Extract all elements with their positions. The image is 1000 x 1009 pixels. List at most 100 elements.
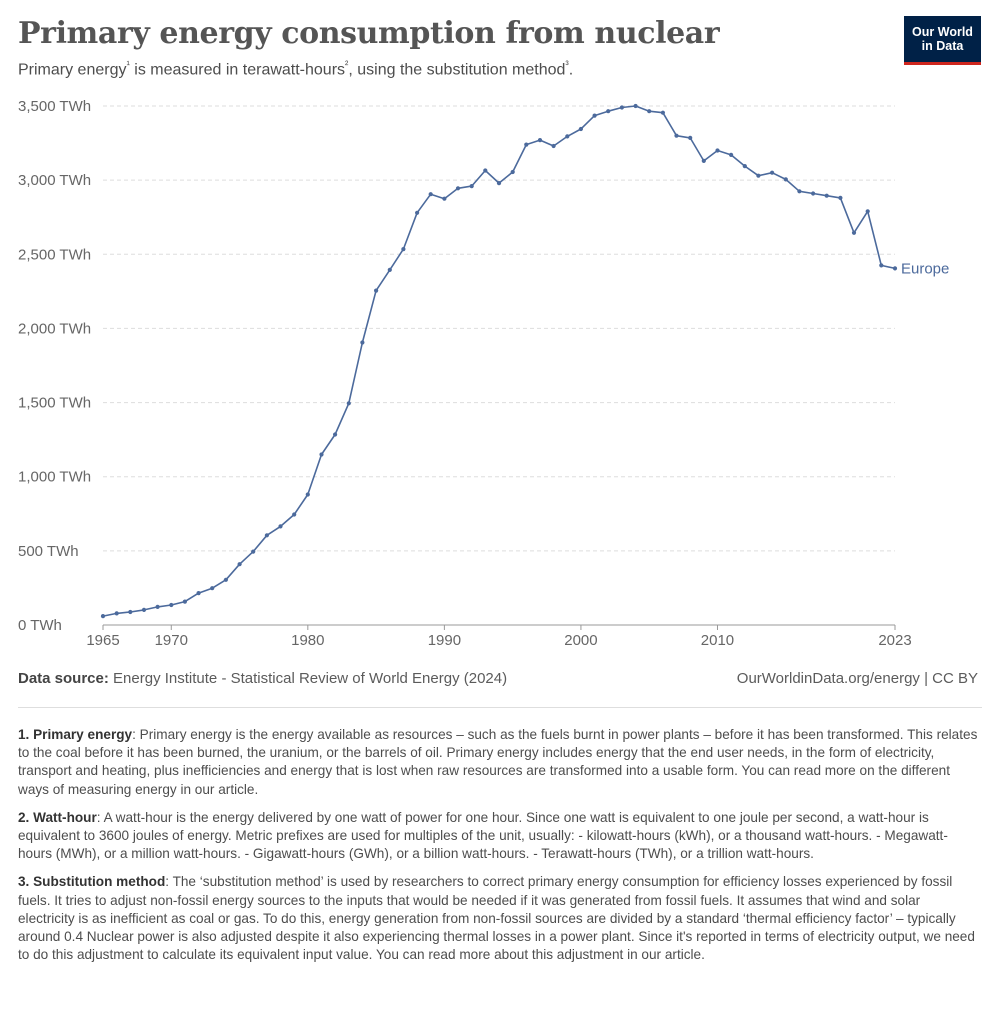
footnote-2-text: : A watt-hour is the energy delivered by… — [18, 809, 948, 862]
footnote-3-text: : The ‘substitution method’ is used by r… — [18, 874, 975, 963]
data-point — [770, 170, 775, 175]
data-point — [892, 266, 898, 271]
data-point — [210, 586, 215, 591]
data-point — [442, 196, 447, 201]
data-point — [824, 193, 829, 198]
source-text[interactable]: Energy Institute - Statistical Review of… — [113, 670, 508, 687]
series-layer: Europe — [100, 103, 949, 619]
data-point — [865, 209, 870, 214]
data-point — [374, 288, 379, 293]
y-tick-label: 1,500 TWh — [18, 395, 91, 412]
data-point — [688, 135, 693, 140]
data-point — [633, 103, 638, 109]
owid-logo[interactable]: Our World in Data — [904, 16, 981, 65]
footnote-1: 1. Primary energy: Primary energy is the… — [18, 726, 978, 799]
data-point — [783, 177, 788, 182]
y-tick-label: 2,000 TWh — [18, 320, 91, 337]
footnote-ref-3[interactable]: ³ — [565, 60, 569, 71]
series-label: Europe — [901, 260, 949, 277]
x-tick-label: 2010 — [701, 632, 734, 649]
data-point — [114, 611, 119, 616]
data-point — [428, 192, 433, 197]
divider — [18, 707, 982, 708]
data-point — [333, 432, 338, 437]
subtitle-text-2: is measured in terawatt-hours — [129, 61, 346, 79]
x-tick-label: 1980 — [291, 632, 324, 649]
data-source: Data source: Energy Institute - Statisti… — [18, 670, 507, 687]
y-tick-label: 0 TWh — [18, 617, 62, 634]
logo-line-2: in Data — [921, 39, 964, 53]
data-point — [756, 173, 761, 178]
footnotes: 1. Primary energy: Primary energy is the… — [18, 726, 978, 974]
credit-link[interactable]: OurWorldinData.org/energy | CC BY — [736, 670, 978, 687]
data-point — [141, 607, 147, 613]
data-point — [496, 181, 502, 186]
subtitle-text-3: , using the substitution method — [348, 61, 566, 79]
data-point — [469, 184, 474, 189]
data-point — [606, 109, 611, 114]
data-point — [647, 109, 652, 114]
logo-line-1: Our World — [912, 25, 973, 39]
data-point — [660, 110, 666, 115]
gridlines — [103, 105, 895, 552]
data-point — [592, 113, 597, 118]
data-point — [182, 599, 187, 604]
data-point — [360, 340, 365, 345]
data-point — [100, 614, 106, 619]
subtitle-text-4: . — [568, 61, 574, 79]
data-point — [455, 186, 461, 191]
x-tick-label: 1990 — [428, 632, 461, 649]
footnote-3: 3. Substitution method: The ‘substitutio… — [18, 873, 978, 964]
data-point — [742, 164, 747, 169]
subtitle-text-1: Primary energy — [18, 61, 127, 79]
y-tick-label: 500 TWh — [18, 543, 79, 560]
data-point — [851, 230, 857, 235]
footnote-1-text: : Primary energy is the energy available… — [18, 727, 978, 797]
data-point — [797, 189, 802, 194]
data-point — [565, 134, 570, 139]
footnote-3-label: 3. Substitution method — [18, 874, 166, 890]
x-tick-label: 2000 — [564, 632, 597, 649]
data-point — [346, 401, 351, 406]
data-point — [155, 604, 160, 610]
data-point — [701, 158, 706, 163]
data-point — [387, 267, 392, 272]
footnote-2-label: 2. Watt-hour — [18, 809, 97, 825]
x-tick-label: 2023 — [878, 632, 911, 649]
data-point — [128, 609, 133, 615]
data-point — [223, 577, 228, 582]
chart-subtitle: Primary energy¹ is measured in terawatt-… — [18, 60, 573, 79]
data-point — [537, 138, 543, 143]
x-tick-label: 1965 — [86, 632, 119, 649]
chart-title: Primary energy consumption from nuclear — [18, 16, 720, 51]
data-point — [483, 168, 488, 173]
data-point — [715, 148, 720, 153]
data-point — [619, 105, 625, 110]
axes: 0 TWh 500 TWh 1,000 TWh 1,500 TWh 2,000 TWh 2… — [18, 98, 912, 649]
data-point — [879, 263, 884, 268]
footnote-2: 2. Watt-hour: A watt-hour is the energy … — [18, 809, 978, 864]
y-tick-label: 3,500 TWh — [18, 98, 91, 115]
data-point — [305, 492, 310, 497]
data-point — [811, 191, 816, 196]
data-point — [264, 533, 269, 538]
data-point — [319, 452, 324, 457]
footnote-1-label: 1. Primary energy — [18, 727, 133, 742]
data-point — [674, 133, 679, 138]
data-point — [729, 152, 734, 157]
footnote-ref-1[interactable]: ¹ — [126, 60, 130, 71]
y-tick-label: 3,000 TWh — [18, 172, 91, 189]
data-point — [510, 169, 515, 175]
footnote-ref-2[interactable]: ² — [345, 60, 349, 71]
data-point — [278, 524, 283, 529]
source-label: Data source: — [18, 670, 109, 687]
data-point — [415, 210, 420, 215]
data-point — [524, 142, 529, 147]
data-point — [196, 591, 201, 596]
data-point — [401, 247, 406, 252]
data-point — [838, 195, 843, 200]
y-tick-label: 2,500 TWh — [18, 246, 91, 263]
x-tick-label: 1970 — [155, 632, 188, 649]
data-point — [292, 512, 297, 517]
data-point — [251, 549, 256, 554]
